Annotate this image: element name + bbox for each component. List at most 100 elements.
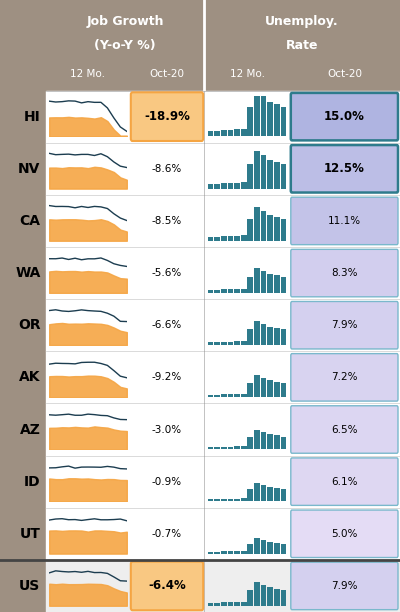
Bar (267, 542, 273, 554)
Bar (248, 329, 253, 345)
Bar (228, 447, 233, 449)
Bar (228, 183, 233, 188)
Bar (241, 394, 246, 397)
Bar (208, 499, 213, 501)
Bar (241, 182, 246, 188)
Bar (214, 184, 220, 188)
Bar (208, 131, 213, 136)
Bar (248, 164, 253, 188)
Bar (281, 164, 286, 188)
Bar (214, 342, 220, 345)
Bar (267, 487, 273, 501)
Bar (241, 602, 246, 606)
FancyBboxPatch shape (291, 406, 398, 453)
Bar (221, 394, 227, 397)
Text: 11.1%: 11.1% (328, 216, 361, 226)
Bar (208, 184, 213, 188)
Text: 12 Mo.: 12 Mo. (230, 69, 264, 80)
Bar (267, 327, 273, 345)
Bar (261, 211, 266, 241)
Bar (281, 436, 286, 449)
Bar (234, 289, 240, 293)
Bar (261, 485, 266, 501)
Bar (248, 219, 253, 241)
Text: ID: ID (24, 475, 40, 488)
FancyBboxPatch shape (291, 562, 398, 610)
Text: US: US (19, 579, 40, 593)
Bar (46, 247, 400, 299)
Bar (214, 552, 220, 554)
Text: 7.2%: 7.2% (331, 372, 358, 382)
Bar (254, 267, 260, 293)
Bar (261, 432, 266, 449)
Bar (248, 490, 253, 501)
FancyBboxPatch shape (291, 93, 398, 140)
Bar (46, 455, 400, 508)
Bar (208, 342, 213, 345)
Bar (274, 104, 280, 136)
Bar (46, 560, 400, 612)
Bar (248, 277, 253, 293)
Text: -6.6%: -6.6% (152, 320, 182, 330)
Bar (46, 508, 400, 560)
Text: Job Growth: Job Growth (86, 15, 164, 28)
Text: -5.6%: -5.6% (152, 268, 182, 278)
Text: 12 Mo.: 12 Mo. (70, 69, 106, 80)
Text: Unemploy.: Unemploy. (265, 15, 339, 28)
Bar (274, 435, 280, 449)
Bar (241, 498, 246, 501)
Bar (46, 195, 400, 247)
Bar (248, 436, 253, 449)
Text: WA: WA (15, 266, 40, 280)
Bar (234, 236, 240, 241)
Text: Oct-20: Oct-20 (328, 69, 362, 80)
Bar (214, 603, 220, 606)
Bar (234, 341, 240, 345)
Bar (281, 277, 286, 293)
Bar (214, 290, 220, 293)
Bar (274, 162, 280, 188)
Bar (214, 447, 220, 449)
Bar (228, 602, 233, 606)
Bar (228, 236, 233, 241)
Bar (208, 237, 213, 241)
FancyBboxPatch shape (131, 92, 203, 141)
Bar (254, 375, 260, 397)
Bar (221, 183, 227, 188)
Bar (281, 490, 286, 501)
Text: 7.9%: 7.9% (331, 581, 358, 591)
Bar (261, 271, 266, 293)
Bar (214, 499, 220, 501)
Text: -8.5%: -8.5% (152, 216, 182, 226)
Bar (234, 130, 240, 136)
Bar (46, 403, 400, 455)
Bar (267, 434, 273, 449)
Bar (46, 143, 400, 195)
Bar (46, 351, 400, 403)
FancyBboxPatch shape (291, 145, 398, 193)
Text: AK: AK (19, 370, 40, 384)
Text: CA: CA (20, 214, 40, 228)
Bar (221, 130, 227, 136)
Bar (261, 155, 266, 188)
Text: UT: UT (20, 527, 40, 541)
Bar (221, 236, 227, 241)
Bar (234, 446, 240, 449)
Text: 7.9%: 7.9% (331, 320, 358, 330)
Bar (221, 289, 227, 293)
Text: Rate: Rate (286, 39, 318, 52)
Text: 6.5%: 6.5% (331, 425, 358, 435)
Bar (274, 488, 280, 501)
FancyBboxPatch shape (291, 302, 398, 349)
Bar (267, 381, 273, 397)
Bar (261, 324, 266, 345)
Bar (254, 151, 260, 188)
Bar (208, 290, 213, 293)
Bar (241, 551, 246, 554)
Bar (274, 382, 280, 397)
Bar (208, 603, 213, 606)
Bar (234, 499, 240, 501)
Bar (274, 328, 280, 345)
Text: Oct-20: Oct-20 (150, 69, 184, 80)
Bar (234, 551, 240, 554)
